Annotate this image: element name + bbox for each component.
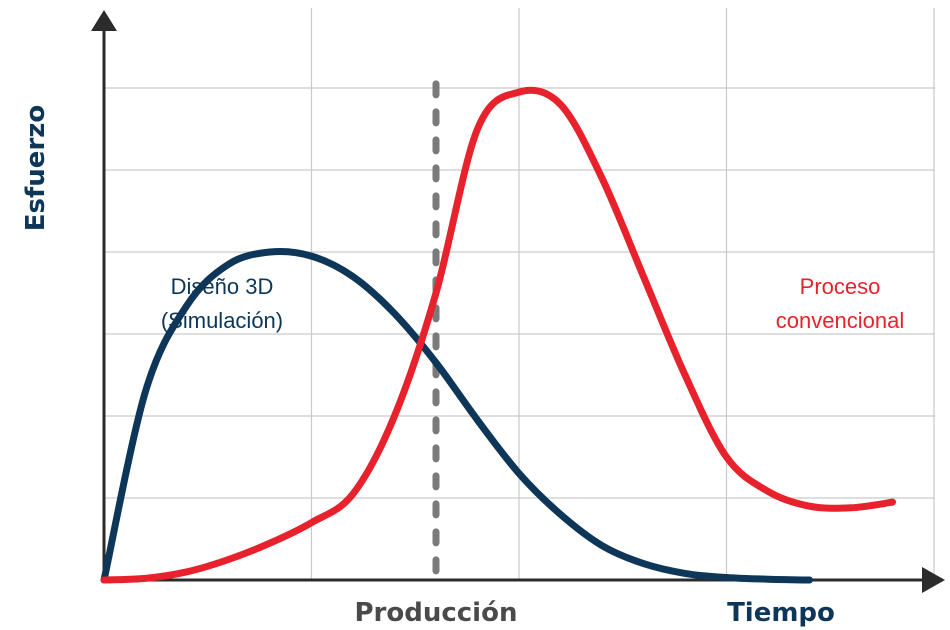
- series-label-diseno-3d-line-1: Diseño 3D: [171, 274, 274, 299]
- production-label: Producción: [355, 598, 518, 628]
- series-label-proceso-line-1: Proceso: [800, 274, 881, 299]
- grid: [104, 8, 935, 580]
- series-label-diseno-3d-line-2: (Simulación): [161, 308, 283, 333]
- series-label-proceso-line-2: convencional: [776, 308, 904, 333]
- series-group: [100, 86, 896, 584]
- y-axis-title: Esfuerzo: [21, 105, 51, 232]
- series-line-proceso-convencional: [100, 86, 896, 584]
- x-axis-title: Tiempo: [727, 598, 835, 628]
- y-axis-arrow-icon: [91, 10, 117, 31]
- x-axis-arrow-icon: [922, 567, 945, 593]
- series-line-diseno-3d: [100, 247, 813, 584]
- labels-group: Diseño 3D (Simulación) Proceso convencional…: [21, 105, 904, 628]
